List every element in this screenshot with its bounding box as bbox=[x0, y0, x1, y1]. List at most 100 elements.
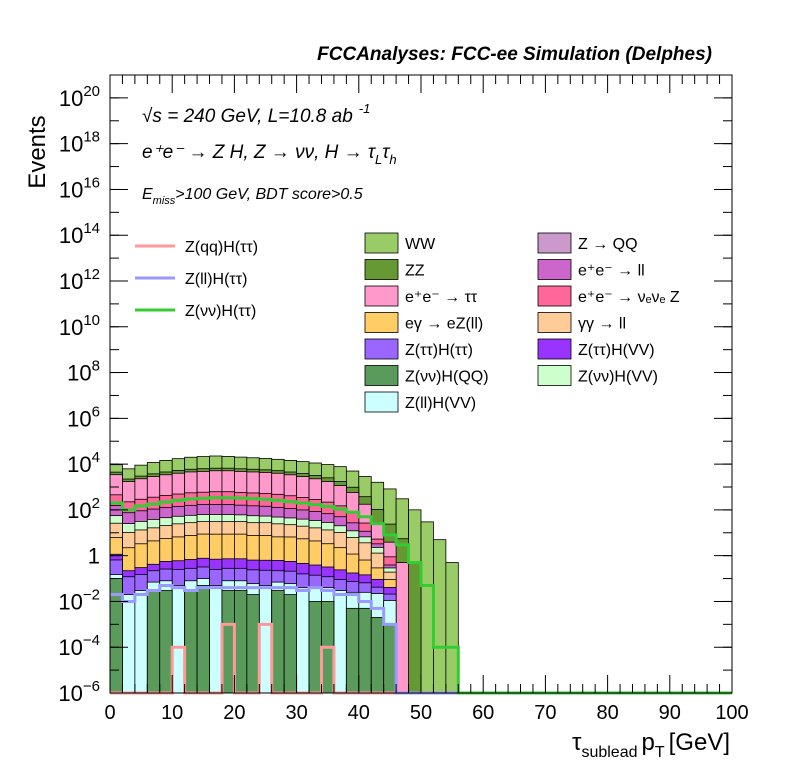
legend-box-z-h- bbox=[364, 338, 399, 360]
process-tau2: τ bbox=[382, 142, 391, 163]
y-tick-label: 1020 bbox=[59, 83, 100, 111]
legend-label: Z(ττ)H(ττ) bbox=[405, 342, 473, 359]
x-axis-label-var-sub: T bbox=[655, 744, 665, 761]
y-tick-label: 10−6 bbox=[58, 678, 100, 706]
bar-ww-bin-27 bbox=[445, 562, 459, 694]
process-text: e⁺e⁻ → Z H, Z → νν, H → τ bbox=[142, 142, 377, 163]
legend-label: Z(ll)H(ττ) bbox=[185, 271, 247, 288]
y-tick-label: 104 bbox=[67, 449, 100, 477]
x-tick-label: 20 bbox=[223, 702, 245, 724]
bar-z-h-qq--bin-3 bbox=[146, 590, 161, 694]
bar-z-h-qq--bin-7 bbox=[196, 585, 210, 694]
bar-z-ll-h-vv--bin-15 bbox=[296, 587, 310, 694]
legend: Z(qq)H(ττ) Z(ll)H(ττ) Z(νν)H(ττ) WW ZZ e⁺e⁻ →… bbox=[135, 232, 680, 413]
y-tick-label: 1010 bbox=[59, 312, 100, 340]
legend-label: Z(νν)H(QQ) bbox=[405, 369, 489, 386]
legend-box--ll bbox=[537, 312, 572, 333]
x-tick-label: 10 bbox=[161, 702, 183, 724]
y-tick-label: 1012 bbox=[59, 266, 100, 294]
process-sub1: L bbox=[375, 152, 382, 167]
bar-z-h-qq--bin-6 bbox=[184, 590, 198, 694]
bar-z-h-qq--bin-22 bbox=[383, 623, 397, 694]
energy-lumi-text: = 240 GeV, L=10.8 ab bbox=[162, 106, 353, 127]
bar-z-h-qq--bin-4 bbox=[159, 590, 173, 694]
y-tick-label: 1018 bbox=[59, 129, 100, 157]
legend-label: Z(νν)H(ττ) bbox=[185, 303, 256, 320]
legend-box-e-e-z bbox=[537, 285, 572, 307]
x-tick-label: 70 bbox=[534, 702, 556, 724]
bar-z-ll-h-vv--bin-12 bbox=[258, 585, 273, 694]
legend-box-z-qq bbox=[537, 232, 572, 254]
x-tick-label: 100 bbox=[715, 702, 748, 724]
legend-box-z-h-vv- bbox=[537, 338, 572, 360]
bar-z-h-qq--bin-11 bbox=[246, 594, 260, 694]
legend-label: e⁺e⁻ → ll bbox=[578, 263, 645, 280]
y-tick-label: 1 bbox=[88, 544, 100, 569]
y-axis-label: Events bbox=[24, 115, 51, 188]
y-tick-label: 108 bbox=[67, 358, 100, 386]
y-tick-label: 102 bbox=[67, 495, 100, 523]
y-tick-label: 1014 bbox=[59, 220, 100, 248]
x-tick-label: 60 bbox=[472, 702, 494, 724]
bar-z-h-qq--bin-14 bbox=[283, 594, 298, 694]
legend-label: Z(ll)H(VV) bbox=[405, 395, 476, 412]
x-tick-label: 80 bbox=[596, 702, 618, 724]
chart-title: FCCAnalyses: FCC-ee Simulation (Delphes) bbox=[317, 44, 712, 65]
bar-z-ll-h-vv--bin-8 bbox=[209, 585, 223, 694]
legend-label: Z → QQ bbox=[578, 236, 638, 253]
bar-z-ll-h-vv--bin-2 bbox=[134, 590, 148, 694]
y-tick-label: 1016 bbox=[59, 174, 100, 202]
x-tick-label: 50 bbox=[410, 702, 432, 724]
bar-z-h-qq--bin-10 bbox=[233, 590, 248, 694]
bar-z-ll-h-vv--bin-5 bbox=[171, 585, 186, 694]
bar-z-h-qq--bin-16 bbox=[308, 601, 322, 694]
bar-ww-bin-26 bbox=[433, 539, 447, 694]
legend-label: WW bbox=[405, 236, 436, 253]
bar-z-h-qq--bin-13 bbox=[271, 590, 285, 694]
legend-label: Z(νν)H(VV) bbox=[578, 369, 658, 386]
bar-ww-bin-25 bbox=[420, 521, 434, 694]
legend-box-z-ll-h-vv- bbox=[364, 391, 399, 413]
x-axis-label-sub: sublead bbox=[581, 744, 637, 761]
legend-label: e⁺e⁻ → νₑνₑ Z bbox=[578, 289, 680, 306]
x-tick-label: 40 bbox=[348, 702, 370, 724]
legend-box-z-h-vv- bbox=[537, 365, 572, 386]
legend-label: γγ → ll bbox=[578, 316, 626, 333]
bar-e-e--bin-23 bbox=[395, 562, 409, 694]
x-tick-label: 90 bbox=[659, 702, 681, 724]
x-axis-label-unit: [GeV] bbox=[669, 729, 730, 756]
energy-lumi-annotation: √s = 240 GeV, L=10.8 ab -1 bbox=[142, 101, 370, 127]
legend-label: Z(ττ)H(VV) bbox=[578, 342, 655, 359]
selection-rest: >100 GeV, BDT score>0.5 bbox=[175, 186, 362, 203]
legend-box-z-h-qq- bbox=[364, 365, 399, 386]
x-axis-label-var: p bbox=[642, 729, 655, 756]
legend-box-ww bbox=[364, 232, 399, 254]
y-tick-label: 10−4 bbox=[58, 632, 100, 660]
legend-label: Z(qq)H(ττ) bbox=[185, 239, 258, 256]
legend-box-zz bbox=[364, 259, 399, 280]
process-annotation: e⁺e⁻ → Z H, Z → νν, H → τLτh bbox=[142, 142, 397, 167]
bar-z-ll-h-vv--bin-1 bbox=[122, 594, 136, 694]
legend-box-e-ez-ll- bbox=[364, 312, 399, 333]
bar-z-h-qq--bin-9 bbox=[221, 590, 235, 694]
legend-label: e⁺e⁻ → ττ bbox=[405, 289, 478, 306]
x-axis-label-main: τ bbox=[572, 729, 582, 756]
x-tick-label: 0 bbox=[104, 702, 115, 724]
bar-zz-bin-24 bbox=[408, 562, 422, 694]
bar-z-h-qq--bin-21 bbox=[370, 617, 385, 694]
selection-sub: miss bbox=[153, 195, 176, 207]
process-sub2: h bbox=[389, 152, 396, 167]
x-axis-label: τsublead pT [GeV] bbox=[572, 729, 730, 761]
legend-box-e-e- bbox=[364, 285, 399, 307]
plot-area: 0 10 20 30 40 50 60 70 80 90 10010−610−410−2110210… bbox=[58, 74, 749, 724]
legend-label: eγ → eZ(ll) bbox=[405, 316, 483, 333]
bar-z-h-qq--bin-20 bbox=[358, 607, 372, 694]
selection-E: E bbox=[142, 186, 153, 203]
y-tick-label: 106 bbox=[67, 403, 100, 431]
sqrt-s-symbol: √s bbox=[142, 106, 162, 127]
selection-annotation: Emiss>100 GeV, BDT score>0.5 bbox=[142, 186, 363, 207]
bar-z-h-qq--bin-19 bbox=[345, 607, 360, 694]
lumi-exponent: -1 bbox=[359, 101, 371, 116]
legend-box-e-e-ll bbox=[537, 259, 572, 280]
